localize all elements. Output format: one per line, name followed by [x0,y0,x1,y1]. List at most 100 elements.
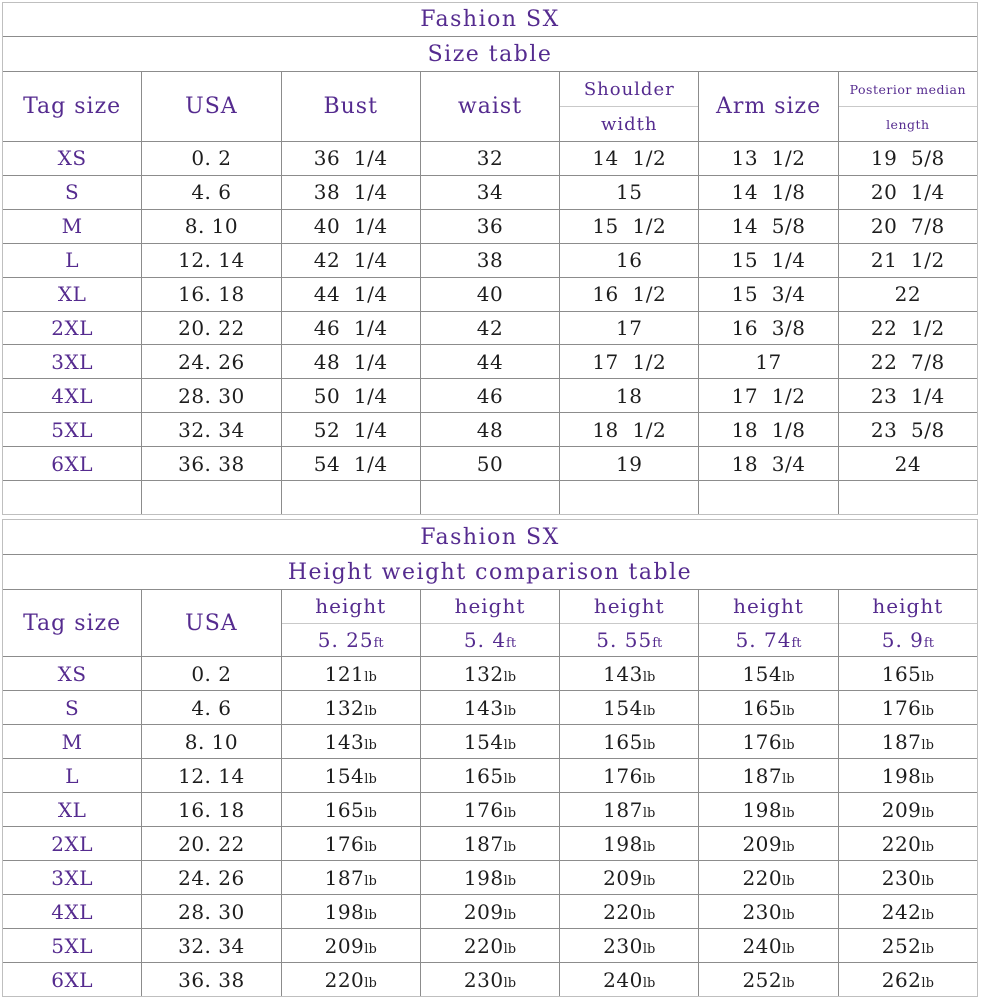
tag-size-cell: XL [3,793,141,826]
value-with-unit: 220lb [464,934,516,958]
header-cell: Arm size [698,72,837,141]
cell-text: L [65,248,80,273]
height-weight-table-title-row: Fashion SX [3,520,977,554]
data-cell: 154lb [559,691,698,724]
data-cell: 209lb [837,793,977,826]
cell-text: lb [364,805,377,821]
cell-text: 187 [881,729,922,754]
cell-text: lb [364,873,377,889]
data-cell: 54 1/4 [280,447,420,481]
value-with-unit: 165lb [882,662,934,686]
data-cell: 176lb [280,827,420,860]
empty-cell [837,481,977,514]
cell-text: 12. 14 [178,248,245,273]
cell-text: lb [503,839,517,855]
data-cell: 187lb [559,793,698,826]
data-cell: 20 7/8 [837,209,977,243]
cell-text: 15 1/2 [592,214,667,239]
tag-size-cell: 3XL [3,345,141,378]
tag-size-cell: XS [3,657,141,690]
cell-text: 220 [742,865,783,890]
value-with-unit: 132lb [464,662,516,686]
data-cell: 176lb [837,691,977,724]
cell-text: lb [782,669,795,685]
cell-text: 17 1/2 [731,383,806,408]
cell-text: 32. 34 [178,417,245,442]
data-cell: 8. 10 [141,209,280,243]
value-with-unit: 198lb [882,764,934,788]
cell-text: Posterior median [849,81,967,97]
cell-text: lb [364,771,377,787]
value-with-unit: 176lb [603,764,655,788]
cell-text: 143 [324,729,365,754]
cell-text: 52 1/4 [313,417,388,442]
value-with-unit: 121lb [325,662,377,686]
cell-text: lb [503,703,517,719]
empty-cell [559,481,698,514]
table-row: 5XL 32. 34 209lb 220lb 230lb 240lb 252lb [3,928,977,962]
value-with-unit: 176lb [742,730,794,754]
data-cell: 165lb [419,759,559,792]
cell-text: 46 [476,383,504,408]
data-cell: 15 [559,175,698,209]
data-cell: 32. 34 [141,929,280,962]
value-with-unit: 132lb [325,696,377,720]
cell-text: Shoulder [583,78,675,100]
data-cell: 23 1/4 [837,379,977,413]
cell-text: 198 [881,763,922,788]
data-cell: 165lb [280,793,420,826]
cell-text: 165 [742,695,783,720]
value-with-unit: 154lb [464,730,516,754]
table-row: XS 0. 2 121lb 132lb 143lb 154lb 165lb [3,656,977,690]
cell-text: 0. 2 [191,661,232,686]
value-with-unit: 230lb [742,900,794,924]
data-cell: 23 5/8 [837,413,977,447]
cell-text: 198 [742,797,783,822]
table-row: 6XL 36. 38 54 1/4 50 19 18 3/4 24 [3,446,977,481]
value-with-unit: 187lb [603,798,655,822]
data-cell: 52 1/4 [280,413,420,447]
cell-text: 28. 30 [178,383,245,408]
cell-text: ft [652,635,663,651]
data-cell: 13 1/2 [698,142,837,175]
cell-text: 252 [742,967,783,992]
cell-text: 36 1/4 [313,146,388,171]
value-with-unit: 242lb [882,900,934,924]
header-cell-bottom-line: 5. 9ft [839,624,977,657]
cell-text: lb [782,975,795,991]
cell-text: 16 1/2 [592,282,667,307]
data-cell: 121lb [280,657,420,690]
cell-text: S [65,695,80,720]
cell-text: 40 1/4 [313,214,388,239]
data-cell: 15 1/2 [559,209,698,243]
cell-text: 5. 9 [881,627,924,652]
cell-text: lb [364,703,377,719]
table-title: Fashion SX [420,524,560,550]
header-cell-bottom-line: 5. 4ft [421,624,559,657]
cell-text: 19 5/8 [870,146,945,171]
value-with-unit: 187lb [882,730,934,754]
data-cell: 240lb [698,929,837,962]
empty-cell [419,481,559,514]
cell-text: 16 3/8 [731,315,806,340]
table-row: 3XL 24. 26 187lb 198lb 209lb 220lb 230lb [3,860,977,894]
cell-text: lb [921,975,934,991]
cell-text: 42 1/4 [313,248,388,273]
cell-text: width [601,113,658,135]
cell-text: 18 3/4 [731,451,806,476]
cell-text: 187 [324,865,365,890]
data-cell: 46 [419,379,559,413]
table-subtitle: Size table [427,41,553,67]
data-cell: 220lb [837,827,977,860]
cell-text: 40 [476,282,504,307]
cell-text: lb [921,907,934,923]
value-with-unit: 209lb [325,934,377,958]
data-cell: 252lb [698,963,837,996]
value-with-unit: 262lb [882,968,934,992]
data-cell: 48 [419,413,559,447]
header-cell-bottom-line: length [839,107,977,141]
value-with-unit: 220lb [882,832,934,856]
cell-text: 230 [742,899,783,924]
cell-text: 187 [742,763,783,788]
header-cell: height 5. 55ft [559,590,699,656]
